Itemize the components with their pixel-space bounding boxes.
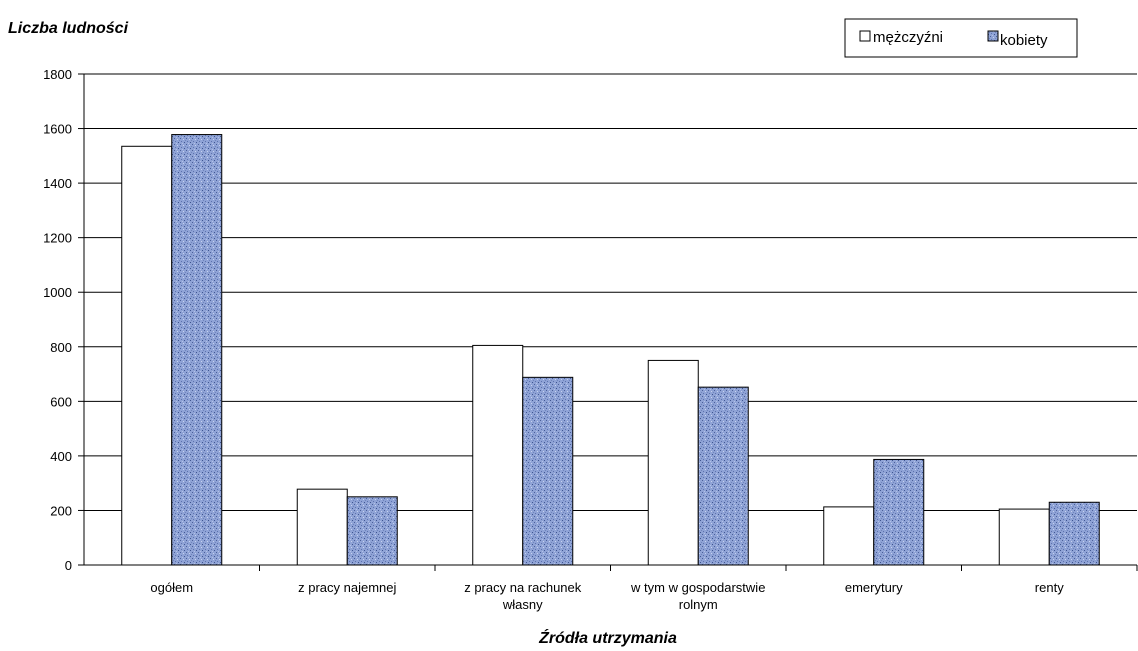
y-tick-label: 1800 (43, 67, 72, 82)
y-tick-label: 1000 (43, 285, 72, 300)
bar-mezczyzni (472, 344, 524, 566)
bar-kobiety (697, 386, 749, 566)
gridlines (84, 73, 1137, 511)
bar-kobiety (873, 458, 925, 566)
x-tick-label: ogółem (150, 580, 193, 595)
bar-mezczyzni (823, 506, 875, 566)
x-tick-label: w tym w gospodarstwie rolnym (630, 580, 765, 612)
y-tick-label: 400 (50, 449, 72, 464)
y-axis-title: Liczba ludności (8, 20, 129, 37)
bar-mezczyzni (998, 508, 1050, 566)
y-tick-label: 0 (65, 558, 72, 573)
legend-box (844, 18, 1078, 58)
bar-kobiety (346, 496, 398, 566)
legend-label-mezczyzni: mężczyźni (873, 29, 943, 46)
bar-mezczyzni (121, 145, 173, 566)
bar-kobiety (171, 134, 223, 566)
legend: mężczyźni kobiety (844, 18, 1078, 58)
y-tick-label: 1200 (43, 231, 72, 246)
y-tick-label: 200 (50, 503, 72, 518)
bar-kobiety (522, 376, 574, 566)
y-tick-label: 1400 (43, 176, 72, 191)
bars (121, 134, 1100, 566)
legend-swatch-mezczyzni (859, 30, 871, 42)
x-tick-label: renty (1035, 580, 1064, 595)
y-tick-label: 600 (50, 394, 72, 409)
y-tick-label: 800 (50, 340, 72, 355)
bar-kobiety (1048, 501, 1100, 566)
legend-swatch-kobiety (987, 30, 999, 42)
x-tick-label: z pracy na rachunek własny (464, 580, 582, 612)
axes (78, 73, 1138, 571)
labels: 0 200 400 600 800 1000 1200 1400 1600 1800 ogółem z… (43, 67, 1064, 612)
bar-mezczyzni (296, 488, 348, 566)
legend-label-kobiety: kobiety (1000, 32, 1048, 49)
bar-mezczyzni (647, 359, 699, 566)
y-tick-label: 1600 (43, 122, 72, 137)
x-tick-label: emerytury (845, 580, 903, 595)
x-axis-title: Źródła utrzymania (538, 628, 677, 647)
x-tick-label: z pracy najemnej (298, 580, 396, 595)
